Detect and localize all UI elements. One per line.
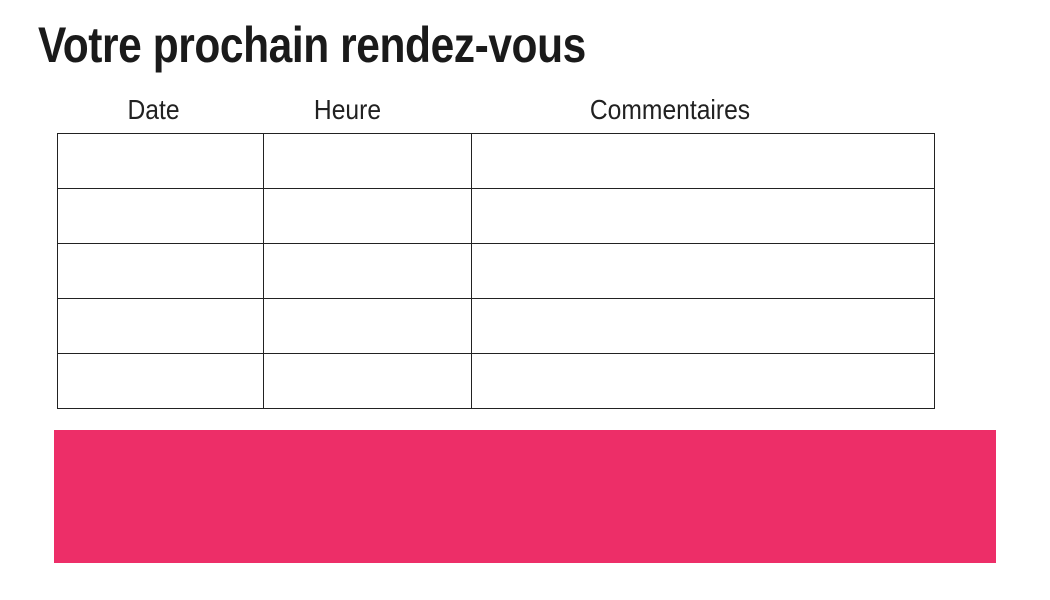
table-cell bbox=[263, 298, 472, 354]
table-cell bbox=[263, 188, 472, 244]
table-column-headers: Date Heure Commentaires bbox=[57, 90, 895, 130]
table-cell bbox=[471, 298, 935, 354]
column-header-date: Date bbox=[127, 94, 180, 126]
table-cell bbox=[57, 133, 264, 189]
table-row bbox=[57, 133, 935, 189]
table-cell bbox=[57, 353, 264, 409]
table-row bbox=[57, 243, 935, 299]
table-cell bbox=[263, 353, 472, 409]
table-row bbox=[57, 188, 935, 244]
table-cell bbox=[471, 133, 935, 189]
table-cell bbox=[471, 353, 935, 409]
table-row bbox=[57, 298, 935, 354]
column-header-heure: Heure bbox=[313, 94, 382, 126]
table-cell bbox=[57, 188, 264, 244]
pink-banner bbox=[54, 430, 996, 563]
appointment-table bbox=[57, 133, 935, 409]
table-cell bbox=[57, 298, 264, 354]
table-cell bbox=[263, 133, 472, 189]
page-title: Votre prochain rendez-vous bbox=[38, 17, 586, 73]
table-row bbox=[57, 353, 935, 409]
table-cell bbox=[57, 243, 264, 299]
table-cell bbox=[471, 188, 935, 244]
appointment-table-body bbox=[57, 133, 935, 409]
table-cell bbox=[471, 243, 935, 299]
table-cell bbox=[263, 243, 472, 299]
column-header-commentaires: Commentaires bbox=[589, 94, 751, 126]
